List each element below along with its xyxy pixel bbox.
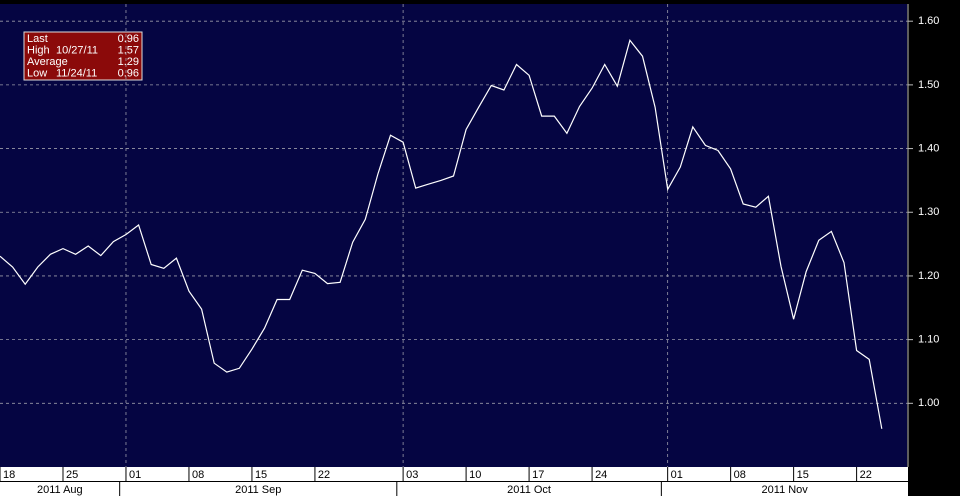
price-line bbox=[0, 38, 883, 429]
y-axis-area bbox=[908, 4, 960, 467]
stats-value: 1.29 bbox=[118, 56, 139, 68]
x-tick-label: 15 bbox=[797, 469, 809, 481]
stats-label: Last bbox=[27, 33, 48, 45]
y-tick-label: 1.00 bbox=[918, 397, 939, 409]
x-tick-label: 01 bbox=[129, 469, 141, 481]
stats-value: 0.96 bbox=[118, 33, 139, 45]
x-tick-label: 10 bbox=[469, 469, 481, 481]
month-strip bbox=[0, 482, 908, 496]
x-tick-label: 24 bbox=[595, 469, 607, 481]
x-tick-label: 17 bbox=[532, 469, 544, 481]
x-tick-label: 25 bbox=[66, 469, 78, 481]
x-tick-label: 08 bbox=[192, 469, 204, 481]
x-tick-label: 03 bbox=[406, 469, 418, 481]
month-label: 2011 Oct bbox=[507, 484, 551, 496]
month-label: 2011 Nov bbox=[762, 484, 809, 496]
x-tick-label: 08 bbox=[734, 469, 746, 481]
stats-label: Low bbox=[27, 67, 47, 79]
x-tick-label: 15 bbox=[255, 469, 267, 481]
y-tick-label: 1.30 bbox=[918, 206, 939, 218]
stats-value: 1.57 bbox=[118, 44, 139, 56]
y-tick-label: 1.10 bbox=[918, 334, 939, 346]
y-tick-label: 1.20 bbox=[918, 270, 939, 282]
month-label: 2011 Sep bbox=[235, 484, 281, 496]
y-tick-label: 1.50 bbox=[918, 79, 939, 91]
x-tick-label: 22 bbox=[318, 469, 330, 481]
month-label: 2011 Aug bbox=[37, 484, 83, 496]
y-tick-label: 1.40 bbox=[918, 142, 939, 154]
x-tick-label: 22 bbox=[860, 469, 872, 481]
stats-date: 10/27/11 bbox=[56, 44, 98, 56]
stats-box bbox=[23, 31, 143, 81]
stats-label: Average bbox=[27, 56, 68, 68]
stats-box-bg bbox=[23, 31, 143, 81]
plot-area bbox=[0, 4, 907, 467]
stats-date: 11/24/11 bbox=[56, 67, 97, 79]
stats-label: High bbox=[27, 44, 50, 56]
x-tick-label: 01 bbox=[671, 469, 683, 481]
stats-value: 0.96 bbox=[118, 67, 139, 79]
x-tick-label: 18 bbox=[3, 469, 15, 481]
y-tick-label: 1.60 bbox=[918, 15, 939, 27]
x-axis-strip bbox=[0, 467, 908, 481]
